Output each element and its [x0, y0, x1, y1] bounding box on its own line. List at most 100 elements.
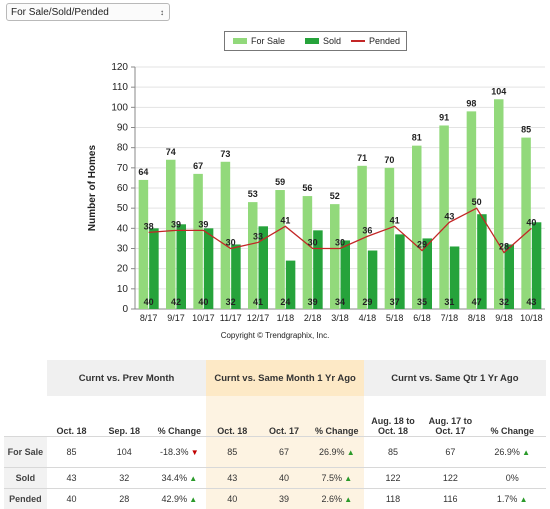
table-cell: -18.3% ▼ — [152, 437, 206, 468]
x-tick-label: 7/18 — [441, 313, 459, 323]
y-tick-label: 0 — [122, 304, 128, 315]
legend-swatch-pended — [351, 40, 365, 42]
y-tick-label: 10 — [117, 284, 129, 295]
label-pended: 30 — [226, 238, 236, 248]
col-header: Aug. 17 to Oct. 17 — [422, 396, 478, 437]
table-cell: 7.5% ▲ — [310, 468, 364, 489]
table-cell: 39 — [258, 489, 310, 509]
label-for-sale: 85 — [521, 125, 531, 135]
label-for-sale: 71 — [357, 153, 367, 163]
table-cell: 85 — [47, 437, 96, 468]
table-cell: 2.6% ▲ — [310, 489, 364, 509]
label-pended: 28 — [499, 242, 509, 252]
label-for-sale: 70 — [384, 155, 394, 165]
col-header: Sep. 18 — [96, 396, 152, 437]
legend-swatch-for-sale — [233, 38, 247, 44]
label-sold: 24 — [280, 297, 290, 307]
x-tick-label: 3/18 — [331, 313, 349, 323]
table-cell: 40 — [206, 489, 258, 509]
label-sold: 41 — [253, 297, 263, 307]
label-pended: 30 — [308, 238, 318, 248]
label-sold: 29 — [362, 297, 372, 307]
col-header: Oct. 17 — [258, 396, 310, 437]
table-cell: 85 — [206, 437, 258, 468]
y-tick-label: 80 — [117, 143, 129, 154]
col-header: Aug. 18 to Oct. 18 — [364, 396, 422, 437]
x-tick-label: 10/18 — [520, 313, 543, 323]
bar-for-sale — [139, 180, 149, 309]
x-tick-label: 11/17 — [220, 313, 242, 323]
legend-label-sold: Sold — [323, 32, 341, 50]
bar-for-sale — [385, 168, 395, 309]
label-sold: 34 — [335, 297, 345, 307]
label-sold: 40 — [144, 297, 154, 307]
x-tick-label: 10/17 — [192, 313, 215, 323]
label-for-sale: 53 — [248, 189, 258, 199]
bar-sold — [532, 222, 542, 309]
up-arrow-icon: ▲ — [342, 474, 352, 483]
view-select-dropdown[interactable]: For Sale/Sold/Pended ↕ — [6, 3, 170, 21]
col-header: % Change — [310, 396, 364, 437]
x-tick-label: 9/17 — [167, 313, 185, 323]
table-cell: 118 — [364, 489, 422, 509]
label-for-sale: 59 — [275, 177, 285, 187]
label-pended: 38 — [144, 221, 154, 231]
label-pended: 41 — [280, 215, 290, 225]
bar-for-sale — [166, 160, 176, 309]
label-sold: 32 — [226, 297, 236, 307]
label-pended: 33 — [253, 231, 263, 241]
table-cell: 0% — [478, 468, 546, 489]
label-sold: 47 — [472, 297, 482, 307]
table-cell: 26.9% ▲ — [478, 437, 546, 468]
y-tick-label: 100 — [111, 102, 128, 113]
dropdown-selected-label: For Sale/Sold/Pended — [11, 7, 109, 18]
label-pended: 30 — [335, 238, 345, 248]
y-tick-label: 20 — [117, 264, 129, 275]
bar-for-sale — [193, 174, 203, 309]
label-sold: 39 — [308, 297, 318, 307]
bar-for-sale — [275, 190, 285, 309]
table-cell: 40 — [258, 468, 310, 489]
group-header-prev-month: Curnt vs. Prev Month — [47, 360, 207, 396]
col-header: Oct. 18 — [206, 396, 258, 437]
label-sold: 43 — [526, 297, 536, 307]
label-for-sale: 56 — [302, 183, 312, 193]
x-tick-label: 2/18 — [304, 313, 322, 323]
y-tick-label: 40 — [117, 223, 129, 234]
y-tick-label: 110 — [112, 82, 128, 93]
label-pended: 29 — [417, 240, 427, 250]
down-arrow-icon: ▼ — [189, 448, 199, 457]
label-sold: 32 — [499, 297, 509, 307]
label-pended: 39 — [198, 219, 208, 229]
table-cell: 122 — [422, 468, 478, 489]
group-header-same-qtr: Curnt vs. Same Qtr 1 Yr Ago — [364, 360, 546, 396]
table-cell: 67 — [258, 437, 310, 468]
label-pended: 41 — [390, 215, 400, 225]
group-header-same-month: Curnt vs. Same Month 1 Yr Ago — [206, 360, 363, 396]
label-pended: 39 — [171, 219, 181, 229]
updown-arrow-icon: ↕ — [160, 4, 164, 22]
legend-label-pended: Pended — [369, 32, 400, 50]
y-tick-label: 60 — [117, 183, 129, 194]
label-sold: 37 — [390, 297, 400, 307]
table-cell: 122 — [364, 468, 422, 489]
table-cell: 26.9% ▲ — [310, 437, 364, 468]
label-for-sale: 91 — [439, 112, 449, 122]
bar-for-sale — [248, 202, 258, 309]
col-header: Oct. 18 — [47, 396, 96, 437]
label-for-sale: 81 — [412, 133, 422, 143]
table-cell: 43 — [206, 468, 258, 489]
table-cell: 104 — [96, 437, 152, 468]
table-cell: 32 — [96, 468, 152, 489]
row-label: For Sale — [4, 437, 47, 468]
y-tick-label: 70 — [117, 163, 129, 174]
table-cell: 43 — [47, 468, 96, 489]
bar-for-sale — [412, 146, 422, 309]
bar-for-sale — [303, 196, 313, 309]
table-cell: 34.4% ▲ — [152, 468, 206, 489]
x-tick-label: 9/18 — [495, 313, 513, 323]
col-header: % Change — [478, 396, 546, 437]
